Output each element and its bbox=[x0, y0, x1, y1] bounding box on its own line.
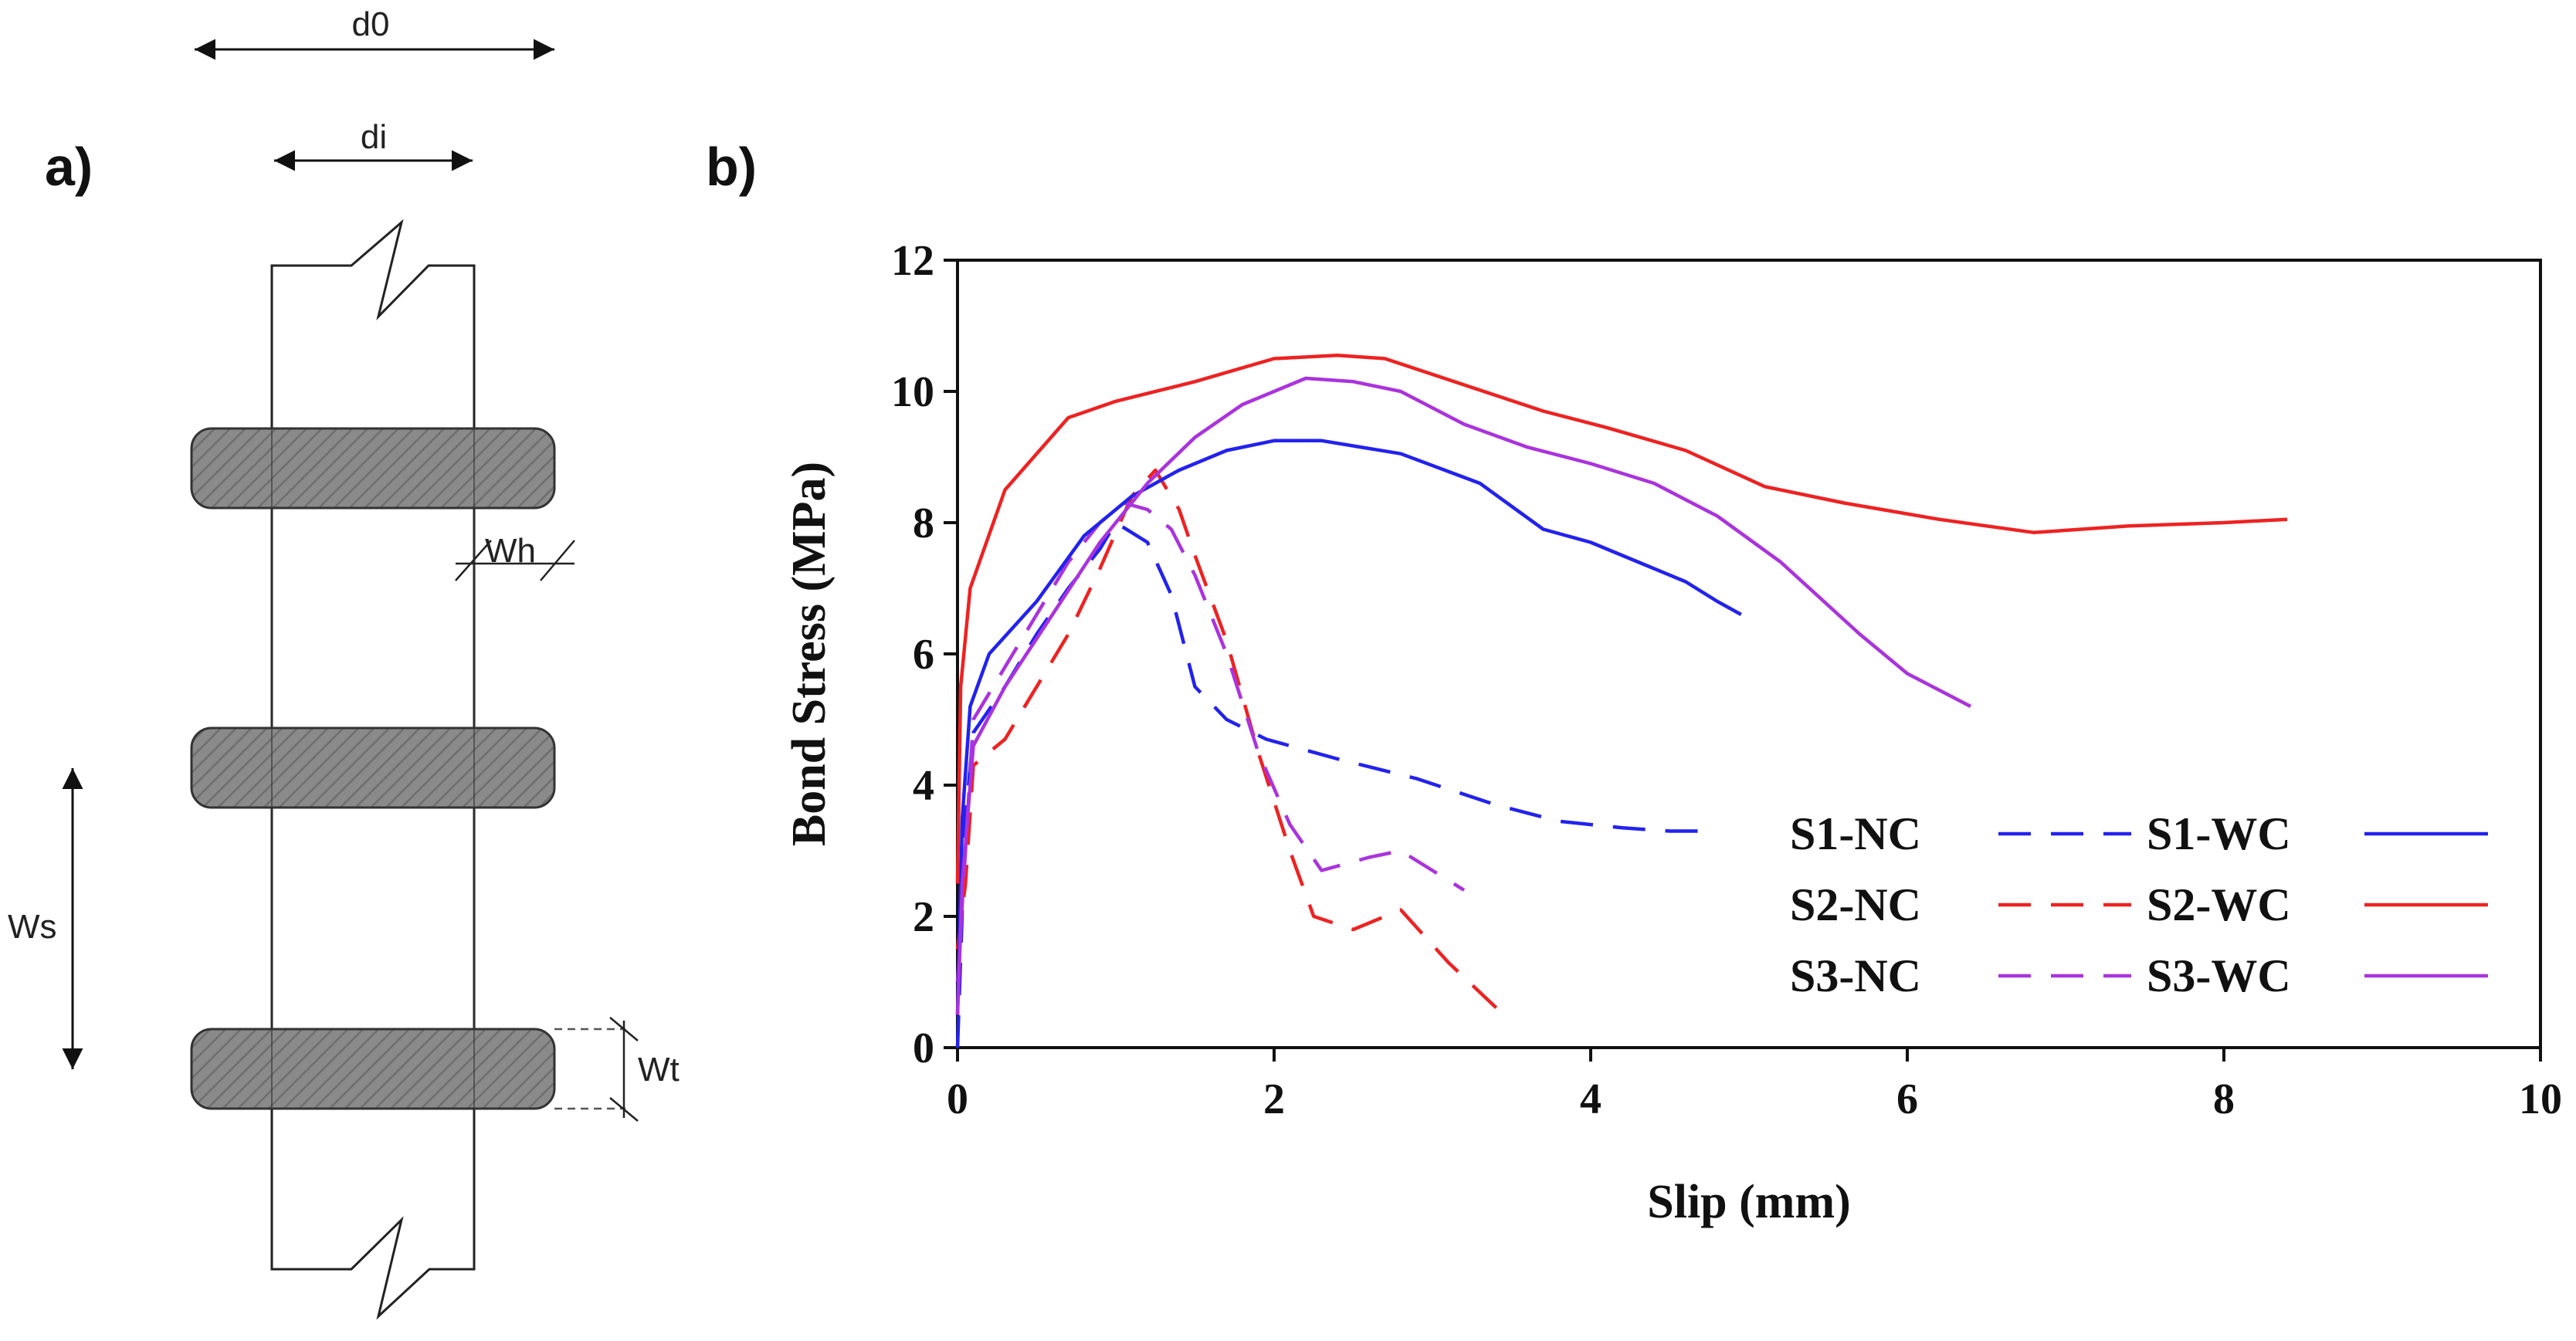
rebar-rib-1 bbox=[190, 427, 556, 510]
plot-area-frame bbox=[956, 259, 2542, 1049]
y-tick-label: 8 bbox=[913, 499, 934, 547]
panel-b: b) 0 2 4 6 8 10 12 0 2 4 6 8 10 Slip (mm) Bond Stre… bbox=[706, 137, 2562, 1228]
rebar-core-outline bbox=[270, 218, 476, 1320]
y-tick-label: 4 bbox=[913, 762, 934, 810]
x-axis-title: Slip (mm) bbox=[1647, 1176, 1851, 1228]
legend-label-s1-nc: S1-NC bbox=[1790, 808, 1921, 859]
wt-tick-bottom bbox=[609, 1097, 639, 1122]
wh-tick-left bbox=[455, 540, 492, 581]
wt-tick-top bbox=[609, 1017, 639, 1041]
series-line-s2-wc bbox=[955, 353, 2288, 884]
series-line-s3-wc bbox=[955, 376, 1972, 1015]
series-line-s2-nc bbox=[955, 468, 1505, 1017]
x-axis: 0 2 4 6 8 10 bbox=[947, 1048, 2562, 1123]
ws-label: Ws bbox=[8, 908, 57, 946]
y-tick-label: 12 bbox=[891, 237, 934, 285]
legend: S1-NC S2-NC S3-NC S1-WC S2-WC S3-WC bbox=[1790, 808, 2488, 1001]
wt-label: Wt bbox=[638, 1051, 680, 1089]
y-tick-label: 2 bbox=[913, 893, 934, 941]
series-line-s1-wc bbox=[955, 439, 1742, 1015]
x-tick-label: 10 bbox=[2519, 1075, 2562, 1123]
y-axis: 0 2 4 6 8 10 12 bbox=[891, 237, 958, 1072]
legend-label-s2-nc: S2-NC bbox=[1790, 879, 1921, 930]
d0-label: d0 bbox=[352, 5, 390, 43]
x-tick-label: 8 bbox=[2213, 1075, 2235, 1123]
panel-a-label: a) bbox=[45, 137, 93, 197]
x-tick-label: 4 bbox=[1580, 1075, 1602, 1123]
legend-label-s3-wc: S3-WC bbox=[2147, 950, 2291, 1001]
legend-label-s1-wc: S1-WC bbox=[2147, 808, 2291, 859]
legend-label-s3-nc: S3-NC bbox=[1790, 950, 1921, 1001]
bond-slip-chart: 0 2 4 6 8 10 12 0 2 4 6 8 10 Slip (mm) Bond Stress … bbox=[783, 237, 2562, 1228]
wh-tick-right bbox=[540, 540, 575, 581]
y-tick-label: 6 bbox=[913, 631, 934, 679]
y-tick-label: 0 bbox=[913, 1024, 934, 1072]
series-line-s3-nc bbox=[955, 501, 1466, 983]
rebar-rib-3 bbox=[190, 1028, 556, 1110]
x-tick-label: 0 bbox=[947, 1075, 968, 1123]
panel-a: a) d0 di Wh Ws bbox=[8, 5, 680, 1320]
panel-b-label: b) bbox=[706, 137, 757, 197]
y-tick-label: 10 bbox=[891, 368, 934, 416]
x-tick-label: 2 bbox=[1263, 1075, 1285, 1123]
series-line-s1-nc bbox=[955, 520, 1717, 1048]
legend-label-s2-wc: S2-WC bbox=[2147, 879, 2291, 930]
wh-label: Wh bbox=[485, 532, 536, 570]
rebar-rib-2 bbox=[190, 726, 556, 809]
x-tick-label: 6 bbox=[1896, 1075, 1918, 1123]
di-label: di bbox=[361, 118, 387, 156]
y-axis-title: Bond Stress (MPa) bbox=[783, 462, 836, 846]
series-layer bbox=[955, 353, 2288, 1048]
